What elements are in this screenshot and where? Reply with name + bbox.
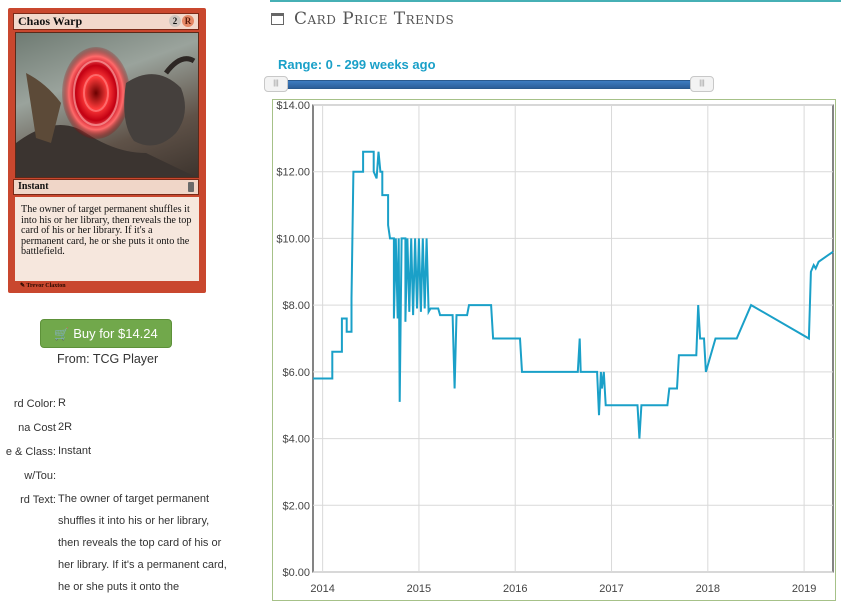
set-symbol-icon [188, 182, 194, 192]
plot-frame [312, 104, 834, 573]
card-artist-name: Trevor Claxton [26, 283, 66, 289]
price-series-line [313, 150, 834, 439]
calendar-icon [271, 13, 284, 25]
mana-symbol-red: R [182, 15, 194, 27]
info-label: w/Tou: [24, 470, 56, 482]
y-tick-label: $2.00 [282, 500, 310, 512]
y-tick-label: $12.00 [276, 167, 310, 179]
y-tick-label: $10.00 [276, 233, 310, 245]
card-type-bar: Instant [13, 179, 199, 195]
info-label: e & Class: [5, 446, 56, 458]
info-value: R [58, 397, 66, 409]
x-tick-label: 2015 [407, 583, 431, 595]
x-tick-label: 2017 [599, 583, 623, 595]
mana-symbol-generic: 2 [169, 15, 181, 27]
x-tick-label: 2018 [696, 583, 720, 595]
price-source: From: TCG Player [57, 352, 159, 366]
buy-button-label: Buy for $14.24 [73, 326, 158, 341]
range-label: Range: 0 - 299 weeks ago [278, 57, 436, 72]
y-tick-label: $6.00 [282, 367, 310, 379]
trends-title: Card Price Trends [271, 9, 454, 29]
info-label: na Cost [18, 422, 56, 434]
x-tick-label: 2016 [503, 583, 527, 595]
range-slider-handle-right[interactable]: ||| [690, 76, 714, 92]
brush-icon: ✎ [20, 283, 27, 289]
section-divider [270, 0, 841, 2]
price-chart-svg: $0.00 $2.00 $4.00 $6.00 $8.00 $10.00 $12.00 $14… [276, 100, 834, 595]
range-slider-track[interactable] [268, 80, 709, 89]
card-artist: ✎ Trevor Claxton [20, 282, 66, 289]
y-tick-label: $0.00 [282, 567, 310, 579]
card-name: Chaos Warp [18, 14, 83, 28]
card-rules-text: The owner of target permanent shuffles i… [15, 197, 199, 281]
y-tick-label: $4.00 [282, 434, 310, 446]
x-tick-label: 2014 [310, 583, 334, 595]
trends-title-text: Card Price Trends [294, 9, 455, 29]
cart-icon: 🛒 [54, 327, 70, 341]
card-art [15, 32, 199, 178]
price-chart: $0.00 $2.00 $4.00 $6.00 $8.00 $10.00 $12.00 $14… [272, 99, 836, 601]
info-label: rd Color: [13, 398, 56, 410]
info-value: 2R [58, 421, 73, 433]
card-name-bar: Chaos Warp 2 R [13, 13, 199, 30]
card-image: Chaos Warp 2 R I [8, 8, 206, 293]
info-value: Instant [58, 445, 92, 457]
info-value: The owner of target permanent shuffles i… [58, 493, 227, 593]
y-tick-label: $14.00 [276, 100, 310, 112]
y-tick-label: $8.00 [282, 300, 310, 312]
range-slider-handle-left[interactable]: ||| [264, 76, 288, 92]
card-type-line: Instant [18, 181, 49, 192]
info-label: rd Text: [20, 494, 56, 506]
mana-symbols: 2 R [169, 15, 194, 27]
buy-button[interactable]: 🛒 Buy for $14.24 [40, 319, 172, 348]
x-tick-label: 2019 [792, 583, 816, 595]
